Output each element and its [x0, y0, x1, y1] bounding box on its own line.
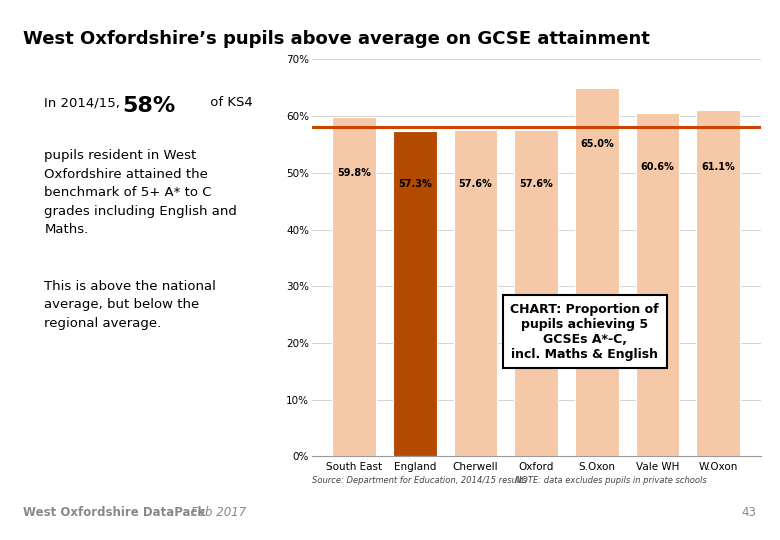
Text: Source: Department for Education, 2014/15 results: Source: Department for Education, 2014/1… — [312, 476, 526, 485]
Text: This is above the national
average, but below the
regional average.: This is above the national average, but … — [44, 280, 216, 329]
Bar — [514, 130, 558, 456]
Bar — [575, 87, 619, 456]
Text: In 2014/15,: In 2014/15, — [44, 96, 125, 109]
Text: West Oxfordshire DataPack: West Oxfordshire DataPack — [23, 507, 210, 519]
Bar — [636, 113, 679, 456]
Text: CHART: Proportion of
pupils achieving 5
GCSEs A*-C,
incl. Maths & English: CHART: Proportion of pupils achieving 5 … — [510, 302, 659, 361]
Text: 61.1%: 61.1% — [701, 162, 735, 172]
Bar — [332, 117, 376, 456]
Text: pupils resident in West
Oxfordshire attained the
benchmark of 5+ A* to C
grades : pupils resident in West Oxfordshire atta… — [44, 149, 237, 236]
Text: Feb 2017: Feb 2017 — [191, 507, 246, 519]
Text: 58%: 58% — [122, 96, 176, 116]
Text: 59.8%: 59.8% — [337, 168, 371, 178]
Text: 60.6%: 60.6% — [640, 162, 675, 172]
Bar — [697, 110, 740, 456]
Text: 65.0%: 65.0% — [580, 139, 614, 150]
Text: 43: 43 — [742, 507, 757, 519]
Text: 57.6%: 57.6% — [459, 179, 492, 189]
Text: 57.6%: 57.6% — [519, 179, 553, 189]
Text: of KS4: of KS4 — [206, 96, 253, 109]
Bar — [454, 130, 498, 456]
Text: NOTE: data excludes pupils in private schools: NOTE: data excludes pupils in private sc… — [515, 476, 707, 485]
Text: West Oxfordshire’s pupils above average on GCSE attainment: West Oxfordshire’s pupils above average … — [23, 30, 651, 48]
Bar — [393, 131, 437, 456]
Text: 57.3%: 57.3% — [398, 179, 432, 189]
